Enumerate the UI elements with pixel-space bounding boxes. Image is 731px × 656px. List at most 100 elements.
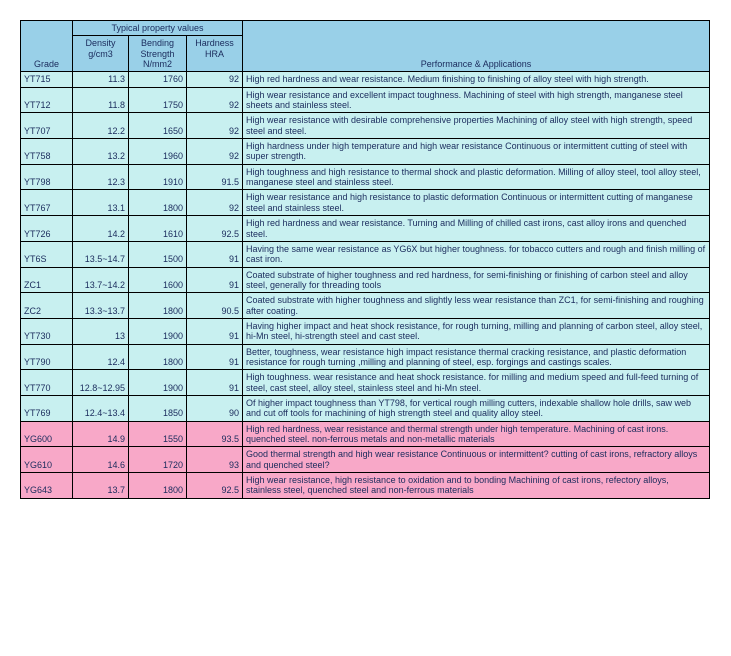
cell-bending: 1800	[129, 473, 187, 499]
cell-performance: High red hardness and wear resistance. M…	[243, 72, 710, 87]
header-bending-l1: Bending	[141, 38, 174, 48]
table-row: ZC113.7~14.2160091Coated substrate of hi…	[21, 267, 710, 293]
cell-grade: YT730	[21, 318, 73, 344]
cell-hardness: 92	[187, 87, 243, 113]
cell-hardness: 92	[187, 113, 243, 139]
cell-bending: 1800	[129, 293, 187, 319]
cell-bending: 1750	[129, 87, 187, 113]
cell-hardness: 91	[187, 370, 243, 396]
cell-hardness: 92	[187, 190, 243, 216]
table-row: YT71511.3176092High red hardness and wea…	[21, 72, 710, 87]
cell-hardness: 90	[187, 395, 243, 421]
cell-density: 14.6	[73, 447, 129, 473]
cell-performance: High wear resistance with desirable comp…	[243, 113, 710, 139]
cell-bending: 1650	[129, 113, 187, 139]
cell-hardness: 91	[187, 318, 243, 344]
cell-grade: YT712	[21, 87, 73, 113]
cell-hardness: 91	[187, 267, 243, 293]
cell-bending: 1720	[129, 447, 187, 473]
cell-density: 14.9	[73, 421, 129, 447]
cell-density: 13.2	[73, 139, 129, 165]
cell-grade: YT726	[21, 216, 73, 242]
cell-grade: YT790	[21, 344, 73, 370]
header-bending-l2: Strength	[140, 49, 174, 59]
cell-bending: 1800	[129, 344, 187, 370]
header-hardness-l2: HRA	[205, 49, 224, 59]
cell-density: 12.3	[73, 164, 129, 190]
header-grade-label: Grade	[34, 59, 59, 69]
cell-grade: YG610	[21, 447, 73, 473]
header-density-l1: Density	[85, 38, 115, 48]
table-row: YT79812.3191091.5High toughness and high…	[21, 164, 710, 190]
cell-grade: ZC2	[21, 293, 73, 319]
cell-performance: Coated substrate with higher toughness a…	[243, 293, 710, 319]
cell-density: 12.4	[73, 344, 129, 370]
cell-density: 13.1	[73, 190, 129, 216]
header-hardness-l1: Hardness	[195, 38, 234, 48]
cell-bending: 1960	[129, 139, 187, 165]
cell-grade: YT707	[21, 113, 73, 139]
header-density: Density g/cm3	[73, 36, 129, 72]
cell-performance: Better, toughness, wear resistance high …	[243, 344, 710, 370]
cell-density: 12.4~13.4	[73, 395, 129, 421]
header-typical: Typical property values	[73, 21, 243, 36]
cell-hardness: 92.5	[187, 473, 243, 499]
cell-performance: Having the same wear resistance as YG6X …	[243, 241, 710, 267]
cell-hardness: 90.5	[187, 293, 243, 319]
cell-density: 13	[73, 318, 129, 344]
table-row: YG61014.6172093Good thermal strength and…	[21, 447, 710, 473]
cell-hardness: 92	[187, 139, 243, 165]
cell-grade: YT770	[21, 370, 73, 396]
table-row: YT6S13.5~14.7150091Having the same wear …	[21, 241, 710, 267]
cell-density: 14.2	[73, 216, 129, 242]
cell-bending: 1760	[129, 72, 187, 87]
cell-bending: 1910	[129, 164, 187, 190]
table-row: YT76912.4~13.4185090Of higher impact tou…	[21, 395, 710, 421]
header-bending: Bending Strength N/mm2	[129, 36, 187, 72]
cell-bending: 1500	[129, 241, 187, 267]
cell-performance: High toughness and high resistance to th…	[243, 164, 710, 190]
table-row: YT71211.8175092High wear resistance and …	[21, 87, 710, 113]
cell-performance: Of higher impact toughness than YT798, f…	[243, 395, 710, 421]
cell-hardness: 92	[187, 72, 243, 87]
cell-bending: 1800	[129, 190, 187, 216]
table-body: YT71511.3176092High red hardness and wea…	[21, 72, 710, 498]
header-typical-label: Typical property values	[111, 23, 203, 33]
header-bending-l3: N/mm2	[143, 59, 172, 69]
table-row: ZC213.3~13.7180090.5Coated substrate wit…	[21, 293, 710, 319]
property-table-container: Grade Typical property values Performanc…	[20, 20, 710, 499]
cell-grade: YT767	[21, 190, 73, 216]
cell-grade: YT769	[21, 395, 73, 421]
cell-performance: Coated substrate of higher toughness and…	[243, 267, 710, 293]
cell-density: 13.5~14.7	[73, 241, 129, 267]
cell-bending: 1610	[129, 216, 187, 242]
cell-performance: High hardness under high temperature and…	[243, 139, 710, 165]
cell-density: 11.8	[73, 87, 129, 113]
table-row: YT73013190091Having higher impact and he…	[21, 318, 710, 344]
cell-density: 13.7~14.2	[73, 267, 129, 293]
cell-density: 11.3	[73, 72, 129, 87]
header-grade: Grade	[21, 21, 73, 72]
cell-grade: YT715	[21, 72, 73, 87]
table-row: YG64313.7180092.5High wear resistance, h…	[21, 473, 710, 499]
cell-hardness: 91.5	[187, 164, 243, 190]
property-table: Grade Typical property values Performanc…	[20, 20, 710, 499]
table-row: YG60014.9155093.5High red hardness, wear…	[21, 421, 710, 447]
table-row: YT72614.2161092.5High red hardness and w…	[21, 216, 710, 242]
cell-performance: High wear resistance and high resistance…	[243, 190, 710, 216]
cell-bending: 1600	[129, 267, 187, 293]
cell-hardness: 92.5	[187, 216, 243, 242]
cell-grade: YT798	[21, 164, 73, 190]
cell-hardness: 93.5	[187, 421, 243, 447]
header-hardness: Hardness HRA	[187, 36, 243, 72]
table-row: YT75813.2196092High hardness under high …	[21, 139, 710, 165]
table-row: YT70712.2165092High wear resistance with…	[21, 113, 710, 139]
cell-grade: YG600	[21, 421, 73, 447]
cell-performance: High wear resistance, high resistance to…	[243, 473, 710, 499]
cell-density: 12.2	[73, 113, 129, 139]
cell-performance: High toughness. wear resistance and heat…	[243, 370, 710, 396]
table-row: YT76713.1180092High wear resistance and …	[21, 190, 710, 216]
header-performance-label: Performance & Applications	[421, 59, 532, 69]
cell-bending: 1900	[129, 370, 187, 396]
cell-hardness: 91	[187, 344, 243, 370]
